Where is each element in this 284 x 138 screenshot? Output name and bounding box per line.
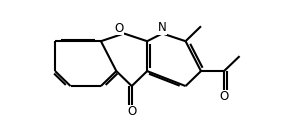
Text: N: N xyxy=(158,21,167,34)
Text: O: O xyxy=(114,22,124,35)
Text: O: O xyxy=(219,91,229,104)
Text: O: O xyxy=(127,105,136,118)
